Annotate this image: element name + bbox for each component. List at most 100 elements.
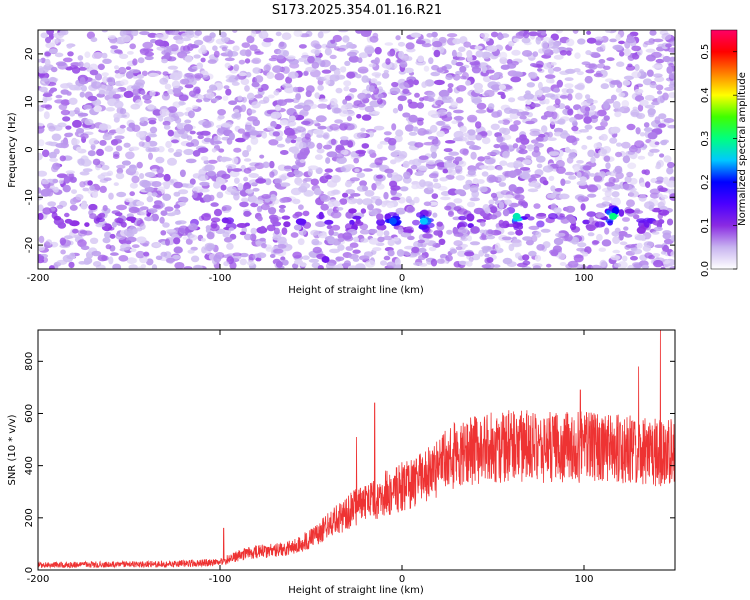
spectrogram-cell [670, 251, 675, 258]
spectrogram-cell [243, 158, 252, 162]
spectrogram-cell [148, 152, 153, 160]
spectrogram-cell [328, 228, 335, 236]
spectrogram-cell [576, 247, 586, 252]
spectrogram-cell [197, 94, 204, 100]
spectrogram-cell [581, 144, 588, 150]
spectrogram-cell [387, 238, 395, 247]
spectrogram-cell [139, 48, 149, 54]
spectrogram-cell [460, 237, 469, 242]
spectrogram-cell [183, 148, 194, 156]
spectrogram-cell [151, 192, 158, 197]
spectrogram-cell [184, 55, 193, 63]
spectrogram-cell [332, 34, 342, 43]
spectrogram-cell [310, 229, 320, 236]
spectrogram-cell [543, 62, 552, 70]
spectrogram-cell [377, 98, 383, 105]
spectrogram-cell [499, 160, 508, 166]
spectrogram-cell [167, 65, 179, 70]
spectrogram-cell [598, 149, 607, 157]
spectrogram-cell [481, 65, 488, 74]
spectrogram-cell [261, 131, 268, 139]
spectrogram-cell [38, 187, 42, 194]
spectrogram-cell [173, 237, 181, 245]
spectrogram-cell [239, 258, 247, 266]
spectrogram-cell [528, 31, 539, 37]
spectrogram-cell [238, 72, 247, 77]
spectrogram-cell [558, 193, 570, 200]
spectrogram-cell [44, 51, 51, 57]
spectrogram-cell [404, 124, 415, 132]
spectrogram-cell [124, 197, 134, 203]
spectrogram-cell [559, 213, 565, 218]
spectrogram-cell [169, 74, 175, 79]
y-tick-label: 400 [24, 456, 35, 475]
spectrogram-cell [600, 83, 609, 90]
spectrogram-cell [454, 156, 463, 162]
spectrogram-cell [553, 66, 562, 72]
spectrogram-cell [307, 55, 315, 64]
spectrogram-cell [293, 86, 298, 93]
spectrogram-cell [302, 178, 308, 184]
spectrogram-cell [246, 144, 252, 152]
spectrogram-cell [602, 196, 613, 201]
spectrogram-cell [417, 239, 425, 244]
spectrogram-cell [142, 41, 154, 49]
spectrogram-cell [252, 67, 261, 74]
spectrogram-cell [147, 104, 155, 110]
spectrogram-cell [175, 39, 184, 45]
spectrogram-cell [648, 38, 655, 44]
spectrogram-cell [493, 73, 500, 79]
spectrogram-cell [121, 34, 132, 43]
spectrogram-cell [501, 236, 512, 241]
spectrogram-cell [454, 189, 466, 195]
spectrogram-cell [45, 36, 52, 44]
spectrogram-cell [415, 40, 426, 45]
spectrogram-cell [365, 128, 377, 133]
spectrogram-cell [405, 42, 415, 50]
spectrogram-cell [311, 238, 320, 246]
spectrogram-cell [162, 222, 170, 228]
spectrogram-cell [331, 174, 341, 183]
spectrogram-cell [235, 137, 246, 143]
spectrogram-cell [438, 238, 446, 245]
spectrogram-cell [242, 150, 250, 158]
chart-title: S173.2025.354.01.16.R21 [272, 3, 442, 18]
spectrogram-cell [391, 81, 399, 88]
spectrogram-cell [156, 166, 164, 174]
spectrogram-cell [330, 39, 336, 44]
spectrogram-cell [567, 93, 573, 101]
spectrogram-cell [42, 95, 48, 104]
spectrogram-cell [576, 180, 588, 186]
spectrogram-cell [636, 112, 646, 120]
spectrogram-cell [528, 71, 538, 79]
spectrogram-cell [593, 73, 604, 78]
spectrogram-cell [213, 140, 223, 145]
spectrogram-cell [424, 79, 435, 87]
spectrogram-cell [466, 213, 475, 222]
spectrogram-cell [43, 111, 50, 120]
spectrogram-cell [54, 52, 64, 58]
spectrogram-cell [171, 139, 179, 144]
spectrogram-cell [626, 123, 636, 131]
spectrogram-cell [205, 225, 211, 231]
spectrogram-cell [40, 57, 46, 64]
spectrogram-cell [200, 156, 209, 161]
spectrogram-cell [292, 251, 302, 259]
spectrogram-cell [612, 101, 621, 109]
spectrogram-cell [281, 32, 292, 40]
spectrogram-cell [193, 54, 201, 59]
spectrogram-cell [506, 63, 517, 69]
spectrogram-cell [518, 149, 528, 155]
spectrogram-cell [552, 48, 560, 54]
spectrogram-cell [121, 160, 131, 166]
spectrogram-cell [162, 193, 172, 201]
spectrogram-cell [212, 45, 218, 51]
spectrogram-cell [178, 94, 189, 102]
spectrogram-peak [419, 217, 428, 225]
spectrogram-cell [332, 189, 339, 195]
spectrogram-cell [279, 41, 285, 47]
spectrogram-cell [531, 103, 541, 108]
snr-panel: -200 -100 0 100 0 200 400 600 800 Height of str… [7, 329, 676, 596]
spectrogram-cell [609, 38, 617, 43]
spectrogram-cell [532, 51, 539, 57]
